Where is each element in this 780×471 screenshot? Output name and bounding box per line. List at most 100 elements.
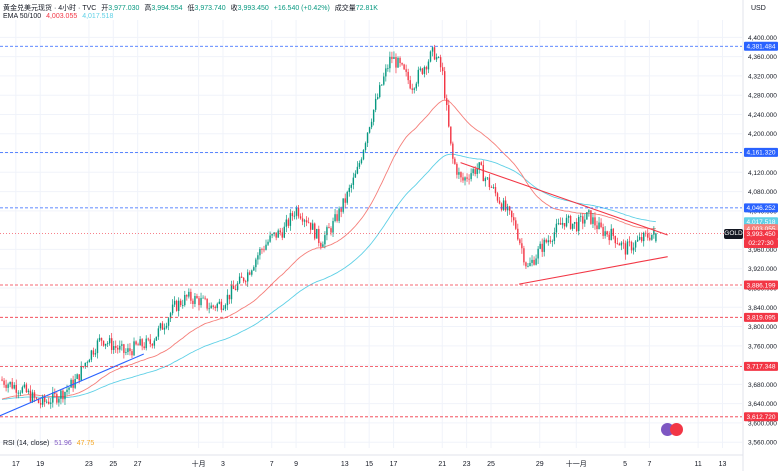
candle-body [129, 348, 131, 352]
candle-body [314, 223, 316, 239]
candle-body [297, 207, 300, 217]
candle-body [200, 298, 202, 306]
candle-body [277, 230, 279, 238]
ema50-value: 4,003.055 [46, 13, 78, 20]
chart-header: 黄金兑美元现货 · 4小时 · TVC 开3,977.030 高3,994.55… [3, 3, 381, 13]
candle-body [220, 301, 223, 310]
candle-body [108, 338, 111, 344]
candle-body [567, 216, 570, 218]
candle-body [586, 212, 588, 220]
ema-legend: EMA 50/100 4,003.055 4,017.518 [3, 13, 116, 20]
candle-body [486, 177, 489, 179]
candle-body [45, 401, 48, 403]
candle-body [39, 403, 42, 405]
candle-body [82, 366, 84, 368]
candle-body [173, 300, 176, 305]
candle-body [354, 173, 357, 178]
x-tick-label: 25 [487, 461, 495, 468]
candle-body [21, 387, 24, 393]
candle-body [322, 244, 324, 247]
candle-body [545, 239, 547, 243]
candle-body [454, 158, 456, 164]
candle-body [226, 294, 229, 306]
candle-body [561, 222, 564, 225]
candles-group [1, 44, 657, 409]
candle-body [90, 350, 93, 360]
candle-body [251, 270, 253, 275]
candle-body [435, 57, 438, 60]
candle-body [630, 241, 633, 251]
candle-body [151, 343, 154, 346]
candle-body [389, 56, 391, 69]
candle-body [119, 345, 121, 350]
candle-body [35, 397, 38, 399]
price-level-tag [744, 280, 778, 290]
candle-body [578, 216, 580, 232]
candle-body [23, 384, 26, 388]
candle-body [80, 366, 82, 381]
candle-body [309, 222, 312, 230]
price-level-label: 4,161.320 [747, 150, 776, 157]
candle-body [535, 258, 537, 265]
candle-body [448, 105, 450, 127]
candle-body [127, 348, 129, 353]
candle-body [299, 216, 302, 219]
candle-body [381, 84, 383, 86]
candle-body [383, 76, 385, 85]
x-tick-label: 17 [390, 461, 398, 468]
countdown-value: 02:27:30 [748, 240, 774, 247]
candle-body [41, 396, 44, 405]
change-value: +16.540 (+0.42%) [273, 5, 330, 12]
candle-body [437, 57, 440, 58]
y-tick-label: 4,360.000 [748, 54, 777, 61]
candle-body [344, 198, 346, 203]
candle-body [121, 344, 123, 346]
candle-body [480, 162, 482, 165]
y-tick-label: 4,120.000 [748, 170, 777, 177]
candle-body [655, 233, 657, 242]
candle-body [415, 83, 417, 89]
x-tick-label: 17 [12, 461, 20, 468]
candle-body [421, 68, 424, 74]
ema-tag [744, 217, 778, 227]
candle-body [407, 71, 409, 81]
candle-body [155, 336, 158, 341]
candle-body [100, 337, 103, 341]
candle-body [559, 223, 562, 225]
price-level-label: 4,381.484 [747, 44, 776, 51]
y-tick-label: 4,080.000 [748, 189, 777, 196]
y-tick-label: 3,840.000 [748, 305, 777, 312]
calendar-flag-icon[interactable] [670, 423, 683, 436]
candle-body [523, 248, 525, 263]
candle-body [468, 178, 470, 180]
candle-body [565, 217, 568, 227]
candle-body [64, 392, 66, 400]
candle-body [196, 296, 198, 299]
candle-body [202, 297, 204, 299]
trendline [0, 353, 144, 417]
candle-body [517, 228, 519, 240]
candle-body [76, 374, 78, 380]
candle-body [84, 362, 86, 367]
rsi-ma-value: 47.75 [76, 440, 95, 447]
candle-body [417, 69, 420, 84]
candle-body [143, 346, 145, 349]
candle-body [462, 177, 464, 181]
candle-body [224, 305, 227, 309]
open-value: 3,977.030 [108, 5, 140, 12]
candle-body [115, 346, 117, 348]
candle-body [295, 207, 298, 216]
high-value: 3,994.554 [151, 5, 183, 12]
candle-body [444, 71, 446, 99]
candle-body [379, 85, 381, 98]
candle-body [66, 389, 68, 393]
y-tick-label: 3,760.000 [748, 343, 777, 350]
candle-body [399, 57, 401, 64]
y-tick-label: 3,560.000 [748, 440, 777, 447]
candle-body [488, 177, 491, 188]
candle-body [476, 168, 478, 174]
candle-body [332, 221, 334, 233]
candle-body [253, 267, 255, 271]
x-tick-label: 15 [365, 461, 373, 468]
